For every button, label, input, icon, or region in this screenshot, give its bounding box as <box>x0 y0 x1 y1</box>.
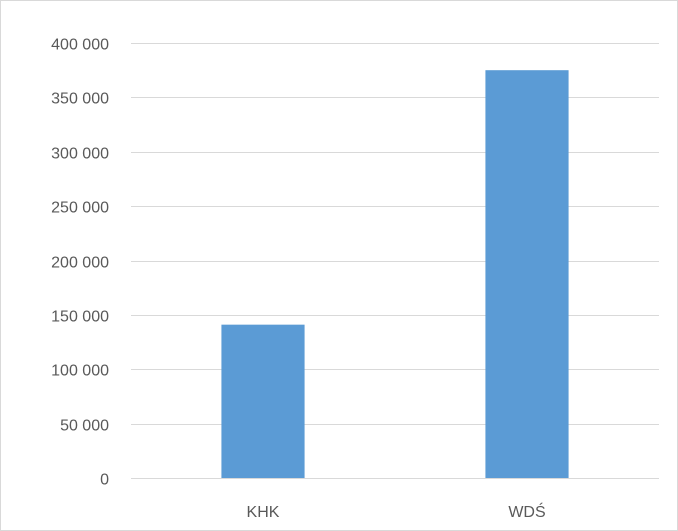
x-axis-category-labels: KHK WDŚ <box>247 502 546 521</box>
y-tick-label: 300 000 <box>51 146 109 163</box>
y-axis-tick-labels: 0 50 000 100 000 150 000 200 000 250 000 300 0… <box>51 37 109 489</box>
y-tick-label: 200 000 <box>51 255 109 272</box>
bar-2 <box>485 70 569 478</box>
y-tick-label: 50 000 <box>60 418 109 435</box>
y-tick-label: 150 000 <box>51 309 109 326</box>
x-category-label: WDŚ <box>508 502 545 521</box>
y-tick-label: 400 000 <box>51 37 109 54</box>
y-tick-label: 350 000 <box>51 91 109 108</box>
gridlines <box>131 43 659 479</box>
y-tick-label: 100 000 <box>51 363 109 380</box>
x-category-label: KHK <box>247 504 280 521</box>
bar-1 <box>221 324 305 478</box>
y-tick-label: 0 <box>100 472 109 489</box>
bars <box>221 70 569 478</box>
y-tick-label: 250 000 <box>51 200 109 217</box>
